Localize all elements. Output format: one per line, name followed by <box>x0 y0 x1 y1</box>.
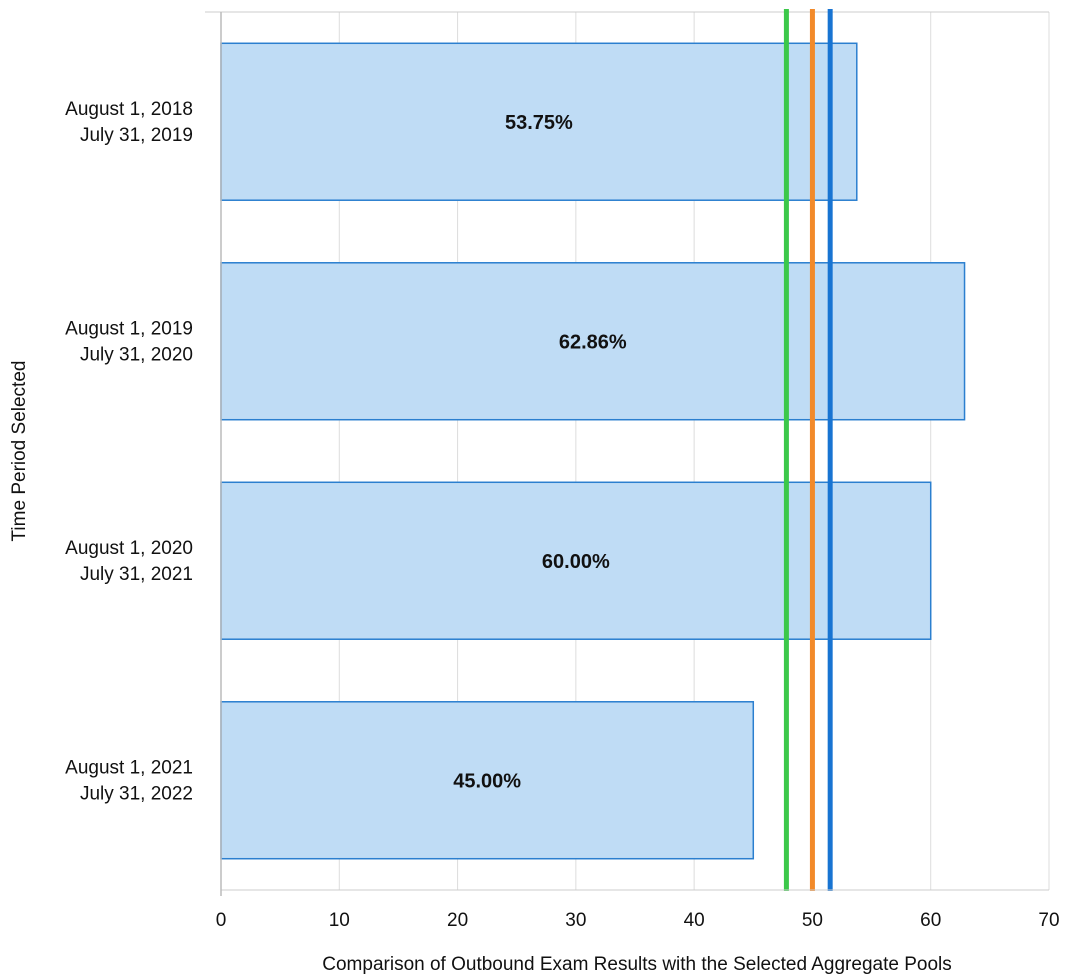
x-tick-label: 70 <box>1038 910 1059 931</box>
bar-value-label: 60.00% <box>542 551 610 573</box>
reference-lines <box>783 9 833 891</box>
labels: 0 10 20 30 40 50 60 70 53.75% August 1, 2018 July … <box>65 99 1059 931</box>
x-tick-label: 20 <box>447 910 468 931</box>
x-tick-label: 60 <box>920 910 941 931</box>
x-tick-label: 10 <box>329 910 350 931</box>
bar <box>220 262 966 421</box>
bar-value-label: 45.00% <box>453 770 521 792</box>
bar <box>220 701 755 860</box>
x-tick-label: 0 <box>216 910 227 931</box>
category-label: August 1, 2021 July 31, 2022 <box>65 757 193 804</box>
axes <box>220 12 1049 896</box>
bar-value-label: 62.86% <box>559 331 627 353</box>
x-tick-label: 40 <box>684 910 705 931</box>
y-axis-title: Time Period Selected <box>9 361 30 542</box>
category-label: August 1, 2020 July 31, 2021 <box>65 538 193 585</box>
x-axis-title: Comparison of Outbound Exam Results with… <box>322 954 951 975</box>
category-label: August 1, 2018 July 31, 2019 <box>65 99 193 146</box>
x-tick-label: 50 <box>802 910 823 931</box>
bar-value-label: 53.75% <box>505 112 573 134</box>
bars <box>220 42 966 860</box>
category-label: August 1, 2019 July 31, 2020 <box>65 318 193 365</box>
x-tick-label: 30 <box>565 910 586 931</box>
